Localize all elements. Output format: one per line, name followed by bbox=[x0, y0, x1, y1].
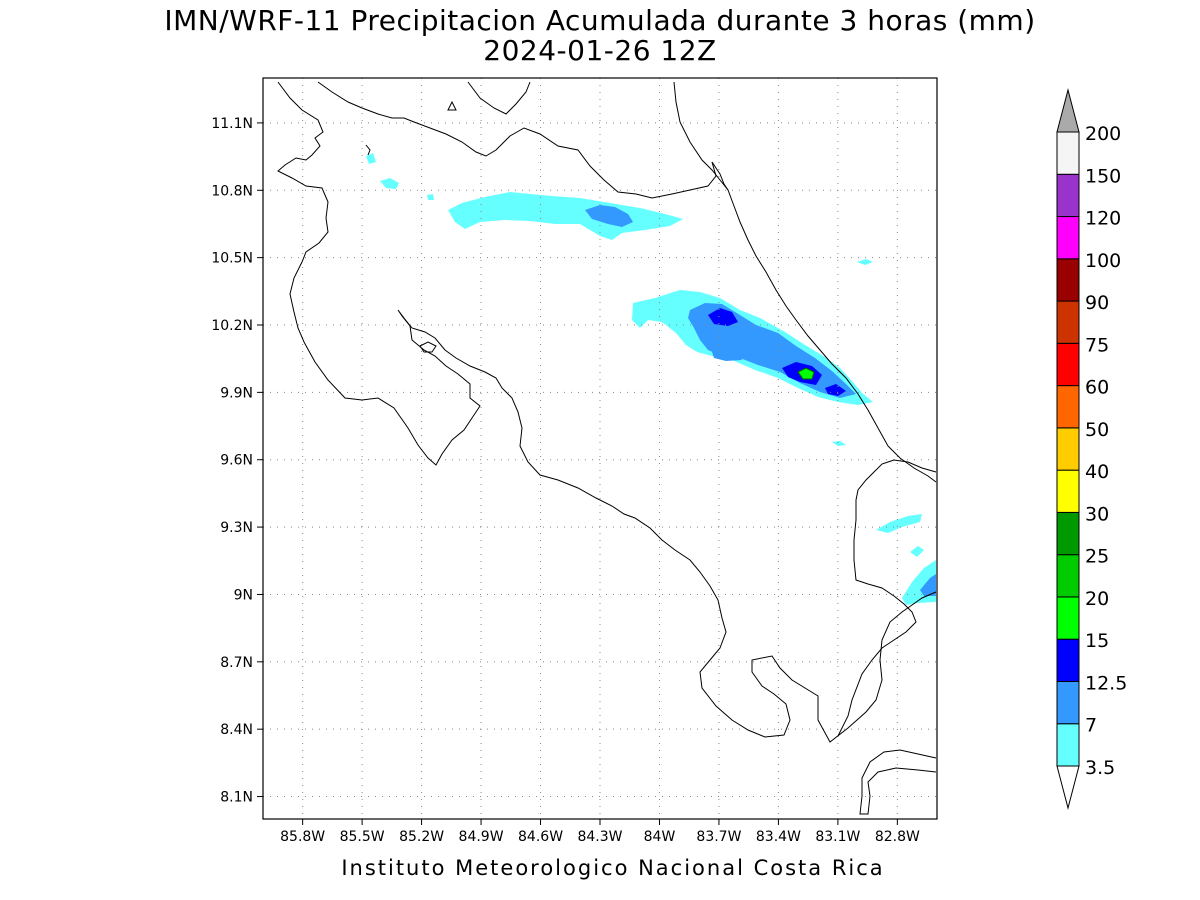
precip-small-cell-a bbox=[380, 178, 399, 189]
colorbar-label: 120 bbox=[1085, 208, 1121, 230]
map-frame bbox=[262, 77, 938, 820]
precip-caribbean-band-12p5-c bbox=[825, 384, 846, 396]
coastline-small-island bbox=[447, 100, 457, 111]
precip-panama-3p5-a bbox=[876, 514, 922, 533]
colorbar-label: 75 bbox=[1085, 334, 1109, 356]
coastline-lake-nicaragua bbox=[317, 81, 717, 199]
coastline-panama-border bbox=[837, 459, 937, 737]
footer-credit: Instituto Meteorologico Nacional Costa R… bbox=[341, 856, 885, 880]
precip-panama-7 bbox=[920, 574, 936, 596]
lat-tick-label: 8.4N bbox=[220, 722, 253, 738]
precip-north-band-7 bbox=[585, 205, 633, 227]
lat-tick-label: 11.1N bbox=[211, 116, 253, 132]
colorbar-label: 40 bbox=[1085, 461, 1109, 483]
lat-tick-label: 8.1N bbox=[220, 790, 253, 806]
colorbar-top-arrow bbox=[1056, 88, 1080, 133]
colorbar-label: 12.5 bbox=[1085, 672, 1127, 694]
colorbar: 3.5 7 12.5 15 20 25 30 40 50 60 75 90 100 120 150 200 bbox=[1056, 88, 1127, 810]
lon-tick-label: 84W bbox=[644, 829, 676, 845]
lat-tick-label: 9N bbox=[234, 587, 253, 603]
coastline-panama-south bbox=[859, 749, 937, 815]
colorbar-swatch bbox=[1056, 469, 1080, 513]
lon-tick-label: 84.6W bbox=[518, 829, 563, 845]
lat-tick-label: 8.7N bbox=[220, 655, 253, 671]
colorbar-swatch bbox=[1056, 216, 1080, 260]
lat-tick-label: 9.9N bbox=[220, 385, 253, 401]
lon-tick-label: 84.9W bbox=[459, 829, 504, 845]
precip-panama-3p5-b bbox=[910, 546, 924, 557]
colorbar-label: 200 bbox=[1085, 123, 1121, 145]
colorbar-swatch bbox=[1056, 385, 1080, 429]
precip-small-cell-e bbox=[832, 441, 846, 446]
colorbar-swatch bbox=[1056, 300, 1080, 344]
colorbar-label: 30 bbox=[1085, 503, 1109, 525]
colorbar-swatch bbox=[1056, 131, 1080, 175]
colorbar-label: 60 bbox=[1085, 377, 1109, 399]
lon-tick-label: 85.5W bbox=[340, 829, 385, 845]
lon-tick-label: 85.2W bbox=[399, 829, 444, 845]
colorbar-swatch bbox=[1056, 342, 1080, 387]
colorbar-label: 90 bbox=[1085, 292, 1109, 314]
colorbar-bottom-arrow bbox=[1056, 765, 1080, 810]
lon-tick-label: 83.4W bbox=[756, 829, 801, 845]
colorbar-label: 15 bbox=[1085, 630, 1109, 652]
longitude-axis: 85.8W 85.5W 85.2W 84.9W 84.6W 84.3W 84W 83.7W 83… bbox=[280, 819, 920, 845]
lat-tick-label: 10.8N bbox=[211, 183, 253, 199]
colorbar-swatch bbox=[1056, 173, 1080, 218]
colorbar-label: 25 bbox=[1085, 546, 1109, 568]
colorbar-swatch bbox=[1056, 638, 1080, 682]
colorbar-label: 100 bbox=[1085, 250, 1121, 272]
lon-tick-label: 82.8W bbox=[875, 829, 920, 845]
latitude-axis: 11.1N 10.8N 10.5N 10.2N 9.9N 9.6N 9.3N 9N 8.7N 8.… bbox=[211, 116, 263, 806]
colorbar-swatch bbox=[1056, 596, 1080, 640]
coastline-lake-inlet bbox=[365, 144, 371, 156]
lon-tick-label: 85.8W bbox=[280, 829, 325, 845]
coastline-lake-nicaragua-north bbox=[467, 81, 531, 115]
colorbar-swatch bbox=[1056, 680, 1080, 725]
coastline-chira-island bbox=[419, 341, 437, 353]
lat-tick-label: 9.6N bbox=[220, 453, 253, 469]
precip-caribbean-band-15 bbox=[797, 367, 815, 380]
coastline-caribbean bbox=[673, 81, 937, 483]
precip-layer bbox=[366, 153, 936, 605]
coastline-caribbean-spit bbox=[711, 161, 729, 191]
colorbar-swatch bbox=[1056, 723, 1080, 767]
colorbar-swatch bbox=[1056, 258, 1080, 302]
precip-small-cell-d bbox=[857, 259, 873, 265]
lat-tick-label: 10.5N bbox=[211, 251, 253, 267]
coastlines bbox=[277, 81, 937, 815]
colorbar-label: 150 bbox=[1085, 165, 1121, 187]
colorbar-swatch bbox=[1056, 554, 1080, 598]
colorbar-label: 3.5 bbox=[1085, 757, 1115, 779]
chart-subtitle-date: 2024-01-26 12Z bbox=[483, 34, 717, 67]
lon-tick-label: 84.3W bbox=[577, 829, 622, 845]
colorbar-label: 20 bbox=[1085, 588, 1109, 610]
precip-small-cell-c bbox=[427, 194, 434, 200]
lon-tick-label: 83.7W bbox=[696, 829, 741, 845]
lat-tick-label: 10.2N bbox=[211, 318, 253, 334]
map-grid bbox=[263, 78, 937, 819]
precip-caribbean-small-lightblue bbox=[712, 349, 742, 361]
colorbar-label: 7 bbox=[1085, 715, 1097, 737]
coastline-nicaragua-border bbox=[277, 81, 937, 743]
precip-small-cell-b bbox=[366, 153, 376, 164]
colorbar-label: 50 bbox=[1085, 419, 1109, 441]
precip-caribbean-band-12p5-a bbox=[708, 308, 738, 326]
chart-title: IMN/WRF-11 Precipitacion Acumulada duran… bbox=[164, 4, 1036, 37]
lon-tick-label: 83.1W bbox=[815, 829, 860, 845]
lat-tick-label: 9.3N bbox=[220, 520, 253, 536]
colorbar-swatch bbox=[1056, 511, 1080, 556]
colorbar-swatch bbox=[1056, 427, 1080, 471]
precip-north-band-3p5 bbox=[448, 192, 683, 240]
